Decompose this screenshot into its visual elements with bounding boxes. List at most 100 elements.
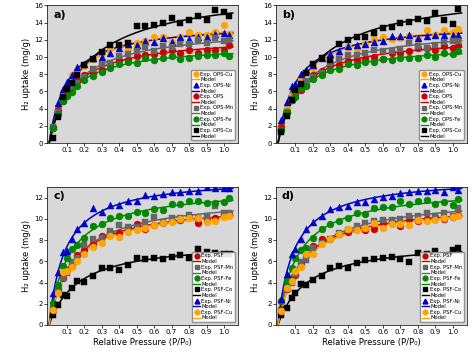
Point <box>49 291 56 296</box>
Point <box>49 306 56 312</box>
Point <box>432 32 439 38</box>
Point <box>344 229 352 235</box>
Point <box>124 213 132 218</box>
Point <box>388 58 395 64</box>
Point <box>297 85 304 91</box>
Point <box>59 93 67 99</box>
Point <box>63 92 71 98</box>
Point <box>220 39 228 44</box>
Point <box>115 57 123 63</box>
Point <box>159 221 167 226</box>
Point <box>63 93 71 99</box>
Point <box>432 248 439 253</box>
Legend: Exp. OPS-Cu, Model, Exp. OPS-Ni, Model, Exp. OPS, Model, Exp. OPS-Mn, Model, Exp: Exp. OPS-Cu, Model, Exp. OPS-Ni, Model, … <box>419 70 464 140</box>
Point <box>220 50 228 56</box>
Point <box>455 245 462 251</box>
Point <box>432 201 439 207</box>
Point <box>449 202 456 208</box>
Point <box>288 280 296 286</box>
Point <box>283 305 291 311</box>
Point <box>54 107 62 113</box>
Point <box>283 109 291 115</box>
Point <box>194 32 201 38</box>
Point <box>115 43 123 49</box>
Point <box>203 17 210 22</box>
Point <box>455 212 462 218</box>
Point <box>455 6 462 12</box>
Point <box>81 235 88 241</box>
Point <box>302 83 310 89</box>
Point <box>59 98 67 104</box>
Point <box>107 203 114 208</box>
Point <box>194 53 201 59</box>
Point <box>397 55 404 61</box>
Point <box>283 278 291 284</box>
Point <box>327 265 334 271</box>
Point <box>159 55 167 61</box>
Point <box>414 16 422 22</box>
Point <box>115 53 123 59</box>
Point <box>176 216 184 222</box>
Point <box>124 59 132 65</box>
X-axis label: Relative Pressure (P/P₀): Relative Pressure (P/P₀) <box>93 338 192 347</box>
Point <box>150 57 158 63</box>
Point <box>194 247 201 252</box>
Point <box>288 278 296 284</box>
Point <box>455 38 462 44</box>
Point <box>302 253 310 258</box>
Point <box>336 230 343 236</box>
Point <box>405 201 413 206</box>
Point <box>133 23 140 29</box>
Point <box>302 226 310 232</box>
Point <box>89 73 97 79</box>
Point <box>336 52 343 58</box>
Point <box>203 219 210 225</box>
Point <box>327 236 334 242</box>
Point <box>302 69 310 75</box>
Point <box>63 293 71 299</box>
Point <box>159 19 167 25</box>
Point <box>388 193 395 199</box>
Point <box>49 125 56 130</box>
Point <box>414 36 422 42</box>
Point <box>405 34 413 39</box>
Point <box>309 235 317 241</box>
Point <box>449 32 456 38</box>
Point <box>405 190 413 195</box>
Point <box>370 218 378 224</box>
Point <box>414 43 422 48</box>
Point <box>440 189 448 195</box>
Point <box>379 194 387 200</box>
Point <box>397 46 404 52</box>
Point <box>423 188 430 193</box>
Point <box>397 256 404 262</box>
Point <box>297 71 304 77</box>
Point <box>397 216 404 222</box>
Point <box>150 206 158 212</box>
Point <box>423 34 430 39</box>
Point <box>133 255 140 261</box>
Point <box>344 44 352 50</box>
Point <box>370 196 378 201</box>
Point <box>220 9 228 15</box>
Point <box>336 41 343 47</box>
Point <box>327 67 334 73</box>
Point <box>81 247 88 253</box>
Point <box>194 37 201 43</box>
Point <box>327 206 334 212</box>
Point <box>318 56 326 61</box>
Point <box>89 57 97 62</box>
Point <box>318 236 326 242</box>
Point <box>423 216 430 222</box>
Point <box>54 286 62 292</box>
Point <box>73 64 81 70</box>
Point <box>194 13 201 19</box>
Point <box>388 255 395 260</box>
Point <box>440 216 448 221</box>
Point <box>344 265 352 271</box>
Point <box>449 247 456 253</box>
Point <box>115 213 123 219</box>
Point <box>397 20 404 26</box>
Point <box>107 233 114 239</box>
Point <box>362 199 369 205</box>
